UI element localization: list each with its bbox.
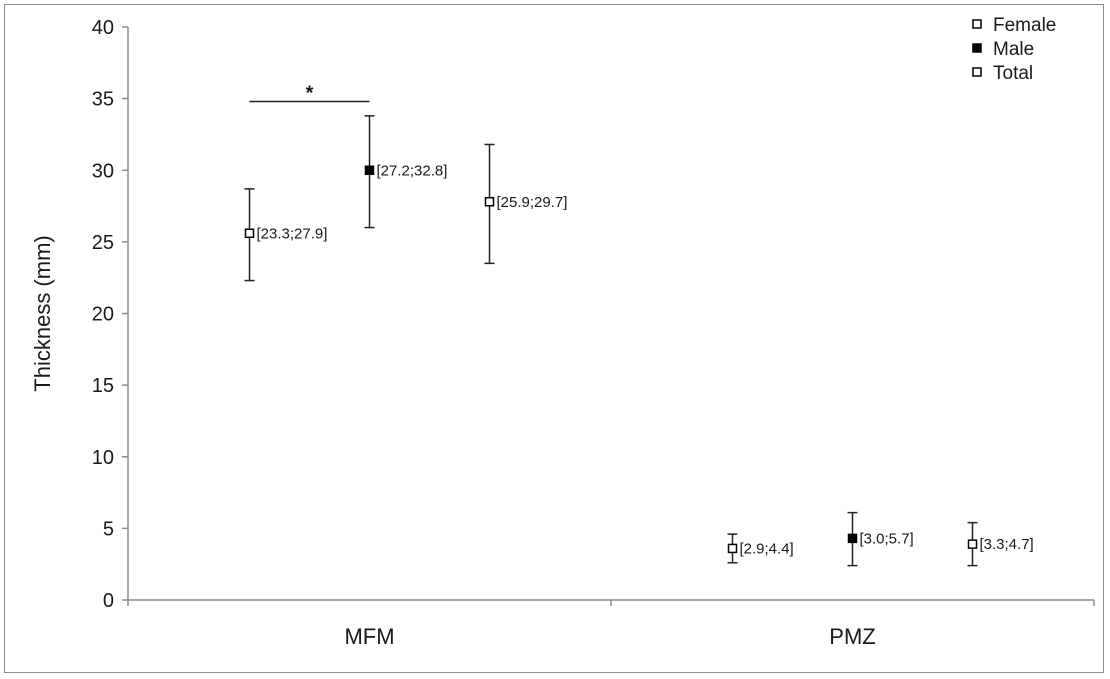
- x-category-label: MFM: [344, 624, 394, 649]
- data-label: [3.0;5.7]: [860, 530, 914, 547]
- data-label: [27.2;32.8]: [377, 162, 448, 179]
- legend: Female Male Total: [972, 15, 1056, 84]
- significance-star: *: [306, 82, 314, 104]
- y-tick-label: 30: [92, 160, 114, 182]
- y-tick-label: 40: [92, 17, 114, 39]
- marks: [23.3;27.9] [2.9;4.4] [27.2;32.8] [3.0;5.7]…: [244, 82, 1034, 567]
- y-tick-label: 0: [103, 590, 114, 612]
- legend-marker: [972, 19, 982, 29]
- legend-label: Total: [993, 63, 1033, 84]
- legend-label: Male: [993, 39, 1034, 60]
- x-category-label: PMZ: [829, 624, 875, 649]
- y-tick-label: 15: [92, 375, 114, 397]
- data-point: [967, 539, 978, 549]
- data-label: [3.3;4.7]: [980, 536, 1034, 553]
- data-label: [25.9;29.7]: [497, 194, 568, 211]
- data-label: [23.3;27.9]: [257, 225, 328, 242]
- data-point: [484, 197, 495, 207]
- data-point: [847, 533, 858, 544]
- y-axis-label: Thickness (mm): [30, 235, 55, 391]
- data-label: [2.9;4.4]: [740, 540, 794, 557]
- data-point: [364, 165, 375, 175]
- data-point: [244, 228, 255, 239]
- data-point: [727, 543, 738, 554]
- y-tick-label: 35: [92, 89, 114, 111]
- y-tick-label: 20: [92, 304, 114, 326]
- y-tick-label: 10: [92, 447, 114, 469]
- legend-marker: [972, 67, 982, 77]
- y-tick-label: 5: [103, 518, 114, 540]
- legend-marker: [972, 43, 982, 53]
- axes: 0 5 10 15 20 25 30 35 40 MFM PMZ Thickness (mm): [30, 17, 1095, 649]
- chart-frame: [4, 4, 1104, 673]
- y-tick-label: 25: [92, 232, 114, 254]
- legend-label: Female: [993, 15, 1056, 36]
